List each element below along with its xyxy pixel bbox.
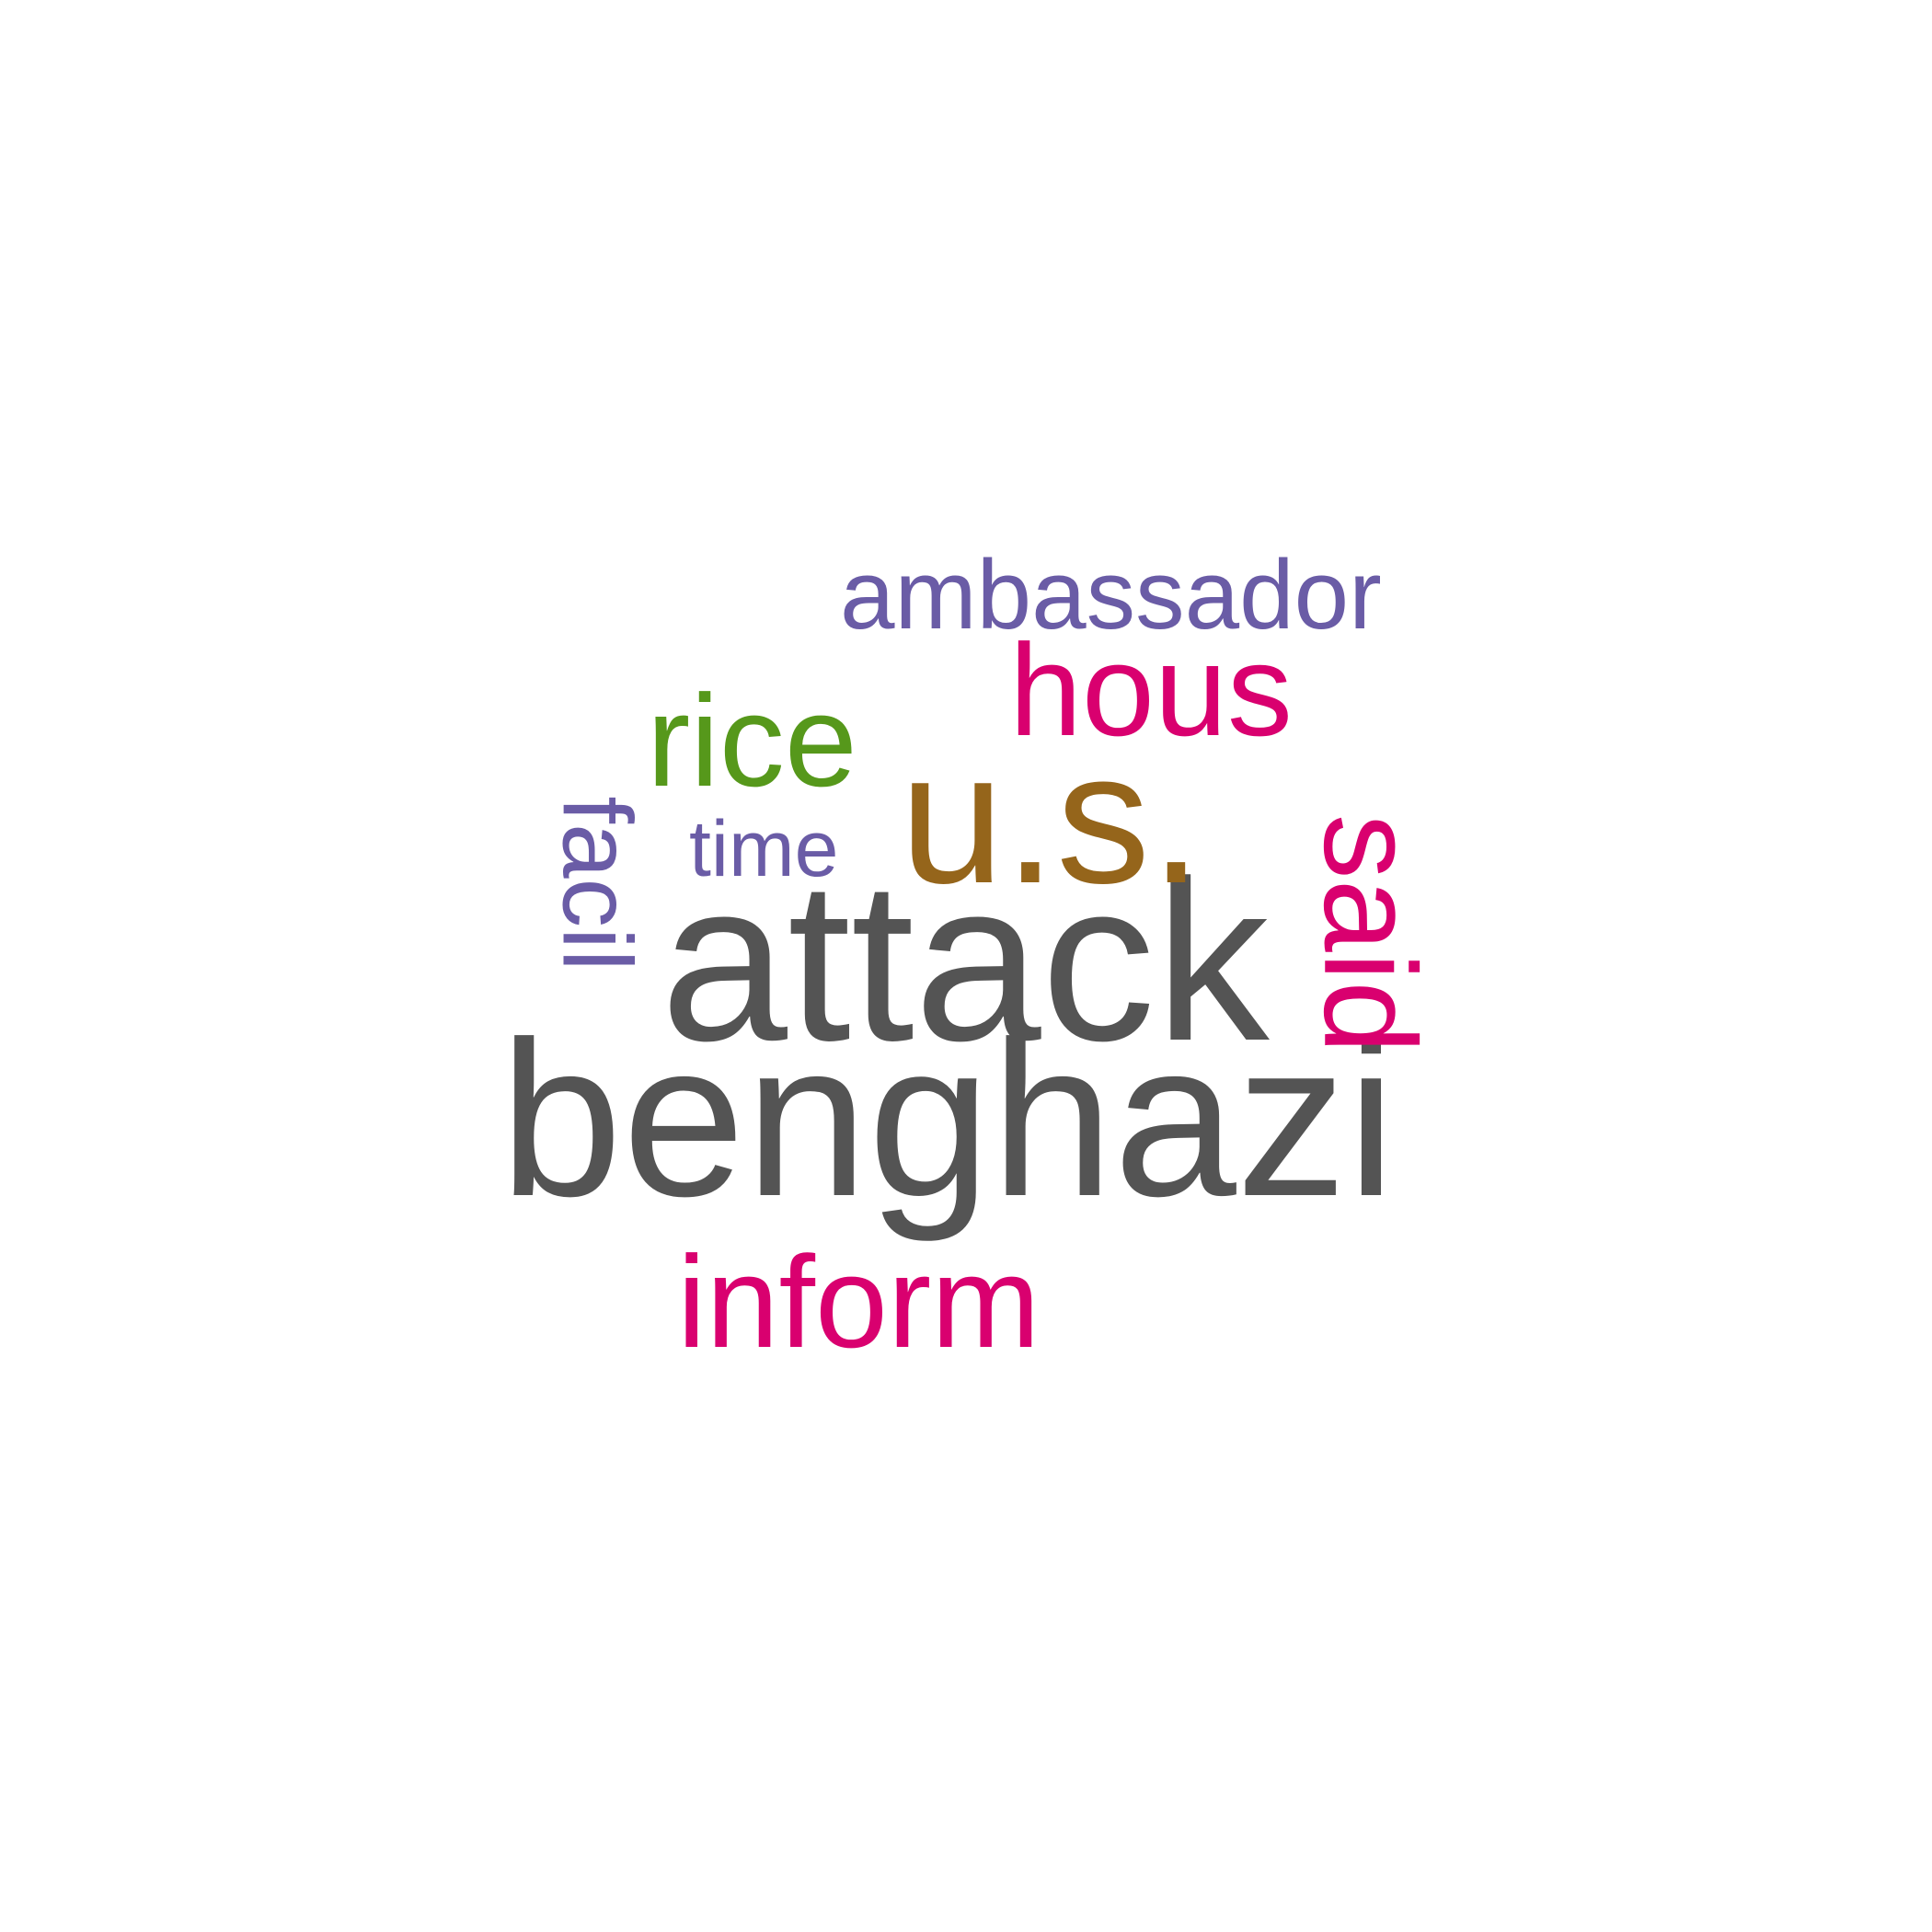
word-attack: attack bbox=[661, 833, 1270, 1088]
word-said: said bbox=[1296, 813, 1443, 1054]
word-rice: rice bbox=[647, 668, 857, 814]
word-ambassador: ambassador bbox=[840, 539, 1382, 650]
word-time: time bbox=[689, 805, 839, 893]
word-facil: facil bbox=[542, 796, 653, 972]
word-inform: inform bbox=[677, 1229, 1041, 1375]
word-us: u.s. bbox=[900, 713, 1202, 923]
word-hous: hous bbox=[1009, 617, 1293, 764]
word-benghazi: benghazi bbox=[500, 995, 1397, 1242]
